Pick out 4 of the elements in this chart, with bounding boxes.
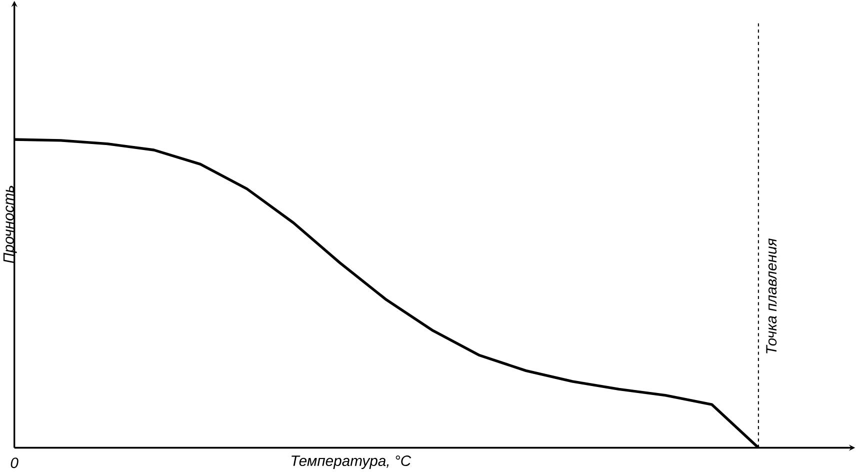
y-axis-title: Прочность (3, 186, 17, 263)
annotation: Точка плавления (766, 238, 777, 354)
text: 0 (10, 457, 18, 468)
x-axis-title: Температура, °C (292, 455, 412, 469)
